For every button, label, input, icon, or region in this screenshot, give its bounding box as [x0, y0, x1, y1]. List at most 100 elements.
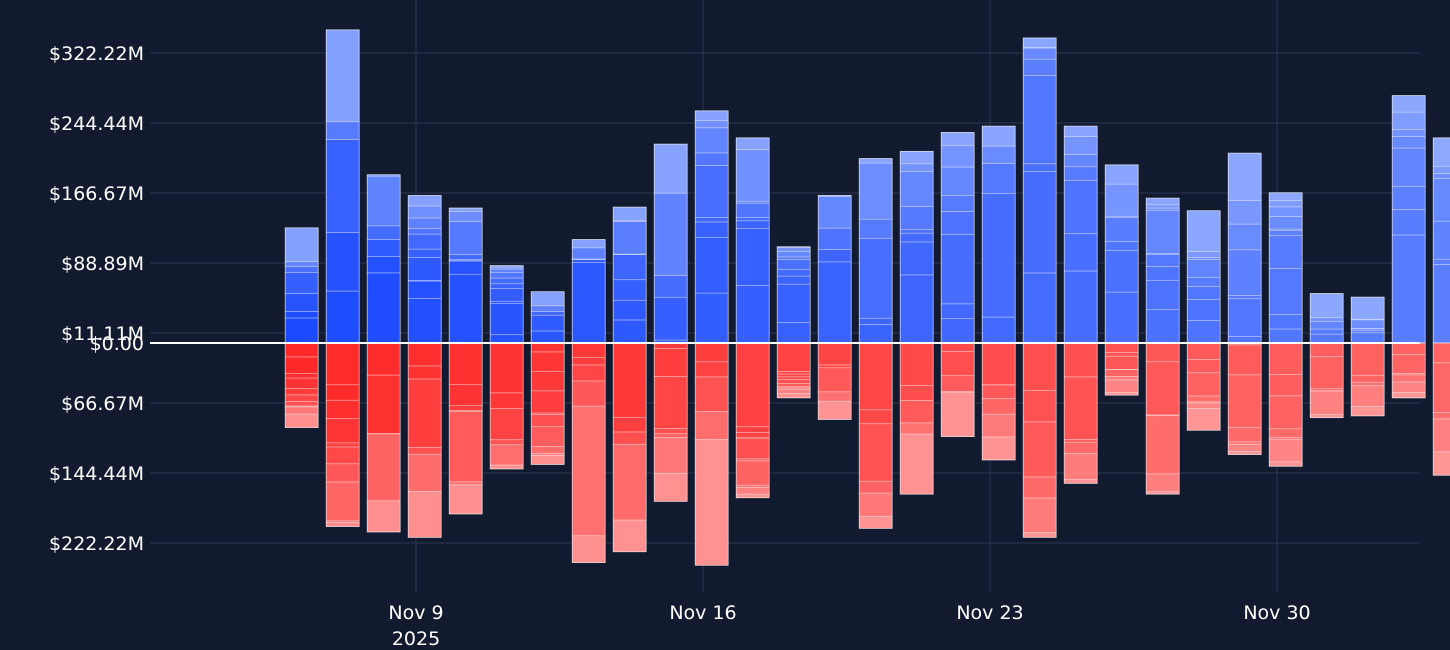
inflow-bar-segment — [489, 334, 524, 344]
inflow-bar-segment — [735, 220, 770, 229]
inflow-bar-segment — [530, 311, 565, 316]
outflow-bar-segment — [530, 414, 565, 428]
outflow-bar-segment — [571, 342, 606, 358]
inflow-bar-segment — [776, 322, 811, 344]
inflow-bar-segment — [1309, 321, 1344, 330]
inflow-bar-segment — [735, 285, 770, 344]
outflow-bar-segment — [325, 442, 360, 448]
inflow-bar-segment — [284, 266, 319, 273]
inflow-bar-segment — [1268, 235, 1303, 269]
outflow-bar-segment — [612, 519, 647, 553]
inflow-bar-segment — [653, 192, 688, 276]
outflow-bar-segment — [735, 342, 770, 428]
outflow-bar-segment — [1186, 359, 1221, 374]
inflow-bar-segment — [407, 205, 442, 219]
outflow-bar-segment — [1350, 385, 1385, 407]
inflow-bar-segment — [571, 239, 606, 249]
inflow-bar-segment — [1268, 216, 1303, 230]
inflow-bar-segment — [1104, 183, 1139, 217]
inflow-bar-segment — [448, 260, 483, 275]
inflow-bar-segment — [366, 225, 401, 240]
inflow-bar-segment — [858, 218, 893, 239]
inflow-bar-segment — [1309, 317, 1344, 322]
outflow-bar-segment — [1063, 376, 1098, 440]
outflow-bar-segment — [1432, 418, 1450, 453]
outflow-bar-segment — [1063, 453, 1098, 480]
outflow-bar-segment — [653, 437, 688, 474]
outflow-bar-segment — [366, 374, 401, 434]
inflow-bar-segment — [1022, 171, 1057, 274]
inflow-bar-segment — [1350, 296, 1385, 320]
inflow-bar-segment — [284, 293, 319, 312]
inflow-bar-segment — [1391, 95, 1426, 113]
inflow-bar-segment — [1186, 257, 1221, 260]
outflow-bar-segment — [407, 447, 442, 455]
inflow-bar-segment — [940, 195, 975, 212]
y-axis: $322.22M $244.44M $166.67M $88.89M $11.11M$0… — [49, 43, 144, 555]
outflow-bar-segment — [448, 411, 483, 483]
outflow-bar-segment — [899, 422, 934, 435]
inflow-bar-segment — [694, 110, 729, 121]
y-tick-label: $0.00 — [90, 333, 144, 355]
inflow-bar-segment — [1268, 206, 1303, 217]
inflow-bar-segment — [407, 280, 442, 299]
outflow-bar-segment — [858, 480, 893, 494]
inflow-bar-segment — [325, 232, 360, 292]
inflow-bar-segment — [571, 259, 606, 263]
x-tick-sublabel: 2025 — [392, 628, 440, 650]
inflow-bar-segment — [612, 254, 647, 281]
outflow-bar-segment — [817, 342, 852, 366]
inflow-bar-segment — [1186, 299, 1221, 321]
outflow-bar-segment — [366, 342, 401, 376]
inflow-bar-segment — [694, 165, 729, 218]
outflow-bar-segment — [899, 385, 934, 401]
inflow-bar-segment — [284, 317, 319, 344]
inflow-bar-segment — [735, 217, 770, 222]
inflow-bar-segment — [366, 272, 401, 344]
inflow-bar-segment — [366, 239, 401, 257]
inflow-bar-segment — [284, 227, 319, 262]
outflow-bar-segment — [1145, 415, 1180, 475]
inflow-bar-segment — [489, 288, 524, 302]
outflow-bar-segment — [1022, 497, 1057, 533]
inflow-bar-segment — [694, 237, 729, 294]
outflow-bar-segment — [448, 342, 483, 385]
outflow-bar-segment — [325, 342, 360, 386]
inflow-bar-segment — [448, 211, 483, 222]
outflow-bar-segment — [1145, 342, 1180, 363]
outflow-bar-segment — [1063, 441, 1098, 454]
outflow-bar-segment — [1063, 342, 1098, 378]
inflow-bar-segment — [1145, 309, 1180, 344]
inflow-bar-segment — [1309, 333, 1344, 344]
inflow-bar-segment — [284, 272, 319, 294]
outflow-bar-segment — [735, 460, 770, 486]
inflow-bar-segment — [448, 273, 483, 344]
outflow-bar-segment — [981, 342, 1016, 386]
inflow-bar-segment — [776, 269, 811, 277]
inflow-bar-segment — [489, 303, 524, 336]
outflow-bar-segment — [981, 413, 1016, 438]
outflow-bar-segment — [940, 392, 975, 437]
outflow-bar-segment — [448, 405, 483, 411]
inflow-bar-segment — [981, 316, 1016, 344]
inflow-bar-segment — [940, 166, 975, 196]
inflow-bar-segment — [1063, 166, 1098, 181]
inflow-bar-segment — [407, 257, 442, 281]
outflow-bar-segment — [489, 444, 524, 466]
outflow-bar-segment — [325, 399, 360, 419]
inflow-bar-segment — [1145, 204, 1180, 209]
inflow-bar-segment — [325, 29, 360, 123]
outflow-bar-segment — [653, 472, 688, 502]
outflow-bar-segment — [735, 432, 770, 439]
outflow-bar-segment — [530, 342, 565, 353]
outflow-bar-segment — [407, 453, 442, 492]
outflow-bar-segment — [1309, 388, 1344, 392]
outflow-bar-segment — [776, 373, 811, 378]
outflow-bar-segment — [1227, 444, 1262, 452]
outflow-bar-segment — [1309, 414, 1344, 418]
inflow-bar-segment — [1022, 75, 1057, 165]
outflow-bar-segment — [325, 522, 360, 527]
inflow-bar-segment — [858, 317, 893, 325]
inflow-bar-segment — [530, 305, 565, 312]
outflow-bar-segment — [448, 384, 483, 406]
